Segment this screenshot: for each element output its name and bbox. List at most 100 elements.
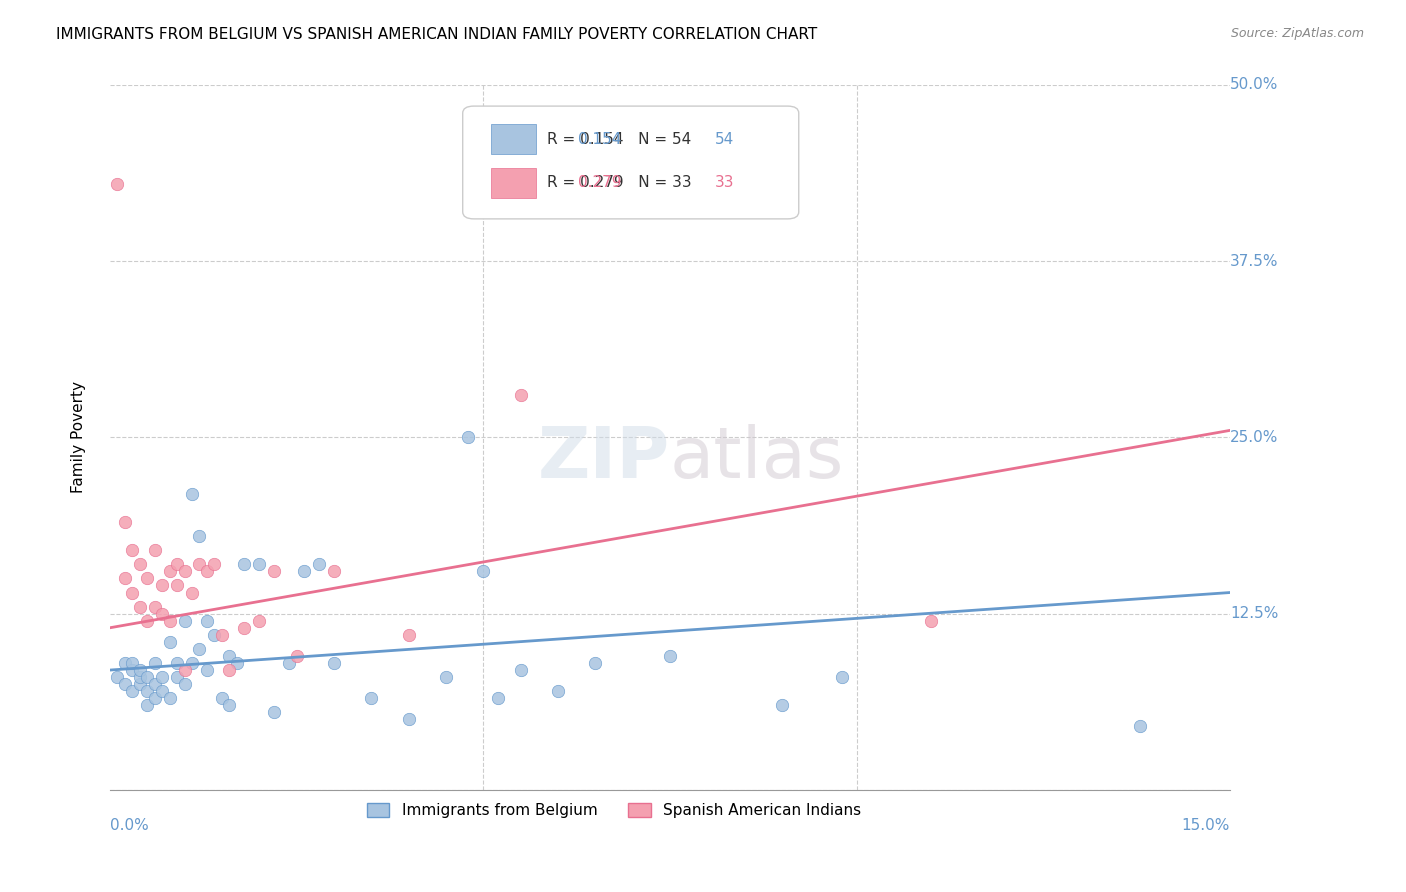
Point [173, 663, 195, 677]
Point [292, 565, 315, 579]
Point [308, 558, 330, 572]
Text: IMMIGRANTS FROM BELGIUM VS SPANISH AMERICAN INDIAN FAMILY POVERTY CORRELATION CH: IMMIGRANTS FROM BELGIUM VS SPANISH AMERI… [56, 27, 817, 42]
Point [166, 578, 188, 592]
Point [202, 558, 225, 572]
Point [150, 684, 173, 698]
Text: 0.0%: 0.0% [110, 818, 149, 833]
Point [457, 430, 479, 444]
Point [247, 558, 270, 572]
Point [278, 656, 301, 670]
Point [128, 663, 150, 677]
Point [114, 515, 136, 529]
Bar [491, 124, 536, 154]
Point [166, 656, 188, 670]
Point [398, 628, 420, 642]
Point [195, 663, 218, 677]
Point [211, 628, 233, 642]
Point [322, 656, 344, 670]
Text: Source: ZipAtlas.com: Source: ZipAtlas.com [1230, 27, 1364, 40]
Point [143, 691, 166, 706]
Text: ZIP: ZIP [537, 424, 669, 493]
Point [136, 670, 159, 684]
Point [173, 614, 195, 628]
Legend: Immigrants from Belgium, Spanish American Indians: Immigrants from Belgium, Spanish America… [360, 797, 868, 824]
Point [143, 599, 166, 614]
Point [472, 565, 495, 579]
Point [398, 713, 420, 727]
Point [218, 698, 240, 713]
Point [225, 656, 247, 670]
Point [105, 177, 128, 191]
Point [114, 571, 136, 585]
Bar [491, 168, 536, 198]
Point [121, 663, 143, 677]
Point [128, 677, 150, 691]
Text: 0.154: 0.154 [578, 132, 621, 146]
Text: 54: 54 [714, 132, 734, 146]
Point [233, 558, 256, 572]
Text: R = 0.154   N = 54: R = 0.154 N = 54 [547, 132, 690, 146]
Point [128, 599, 150, 614]
Point [121, 585, 143, 599]
Point [150, 670, 173, 684]
Point [166, 558, 188, 572]
Point [181, 585, 204, 599]
Text: 15.0%: 15.0% [1181, 818, 1230, 833]
Point [105, 670, 128, 684]
Point [136, 684, 159, 698]
Point [360, 691, 382, 706]
Point [159, 565, 181, 579]
Text: 37.5%: 37.5% [1230, 253, 1278, 268]
Point [218, 663, 240, 677]
Point [263, 706, 285, 720]
Point [770, 698, 793, 713]
Text: 33: 33 [714, 176, 734, 190]
Point [159, 635, 181, 649]
Point [143, 656, 166, 670]
Point [583, 656, 606, 670]
Point [658, 648, 681, 663]
Point [1129, 719, 1152, 733]
Point [188, 641, 211, 656]
Point [486, 691, 509, 706]
Point [920, 614, 942, 628]
Point [285, 648, 308, 663]
Point [150, 578, 173, 592]
Text: atlas: atlas [669, 424, 845, 493]
FancyBboxPatch shape [463, 106, 799, 219]
Point [509, 663, 531, 677]
Point [434, 670, 457, 684]
Point [173, 565, 195, 579]
Point [181, 656, 204, 670]
Point [114, 656, 136, 670]
Point [166, 670, 188, 684]
Point [247, 614, 270, 628]
Point [143, 677, 166, 691]
Point [159, 614, 181, 628]
Text: R = 0.279   N = 33: R = 0.279 N = 33 [547, 176, 692, 190]
Point [322, 565, 344, 579]
Text: 0.279: 0.279 [578, 176, 621, 190]
Point [188, 529, 211, 543]
Text: 25.0%: 25.0% [1230, 430, 1278, 445]
Point [211, 691, 233, 706]
Point [218, 648, 240, 663]
Point [831, 670, 853, 684]
Point [136, 614, 159, 628]
Point [128, 670, 150, 684]
Point [181, 487, 204, 501]
Point [195, 614, 218, 628]
Point [202, 628, 225, 642]
Point [121, 543, 143, 558]
Point [128, 558, 150, 572]
Point [263, 565, 285, 579]
Point [233, 621, 256, 635]
Y-axis label: Family Poverty: Family Poverty [72, 382, 86, 493]
Point [121, 684, 143, 698]
Point [173, 677, 195, 691]
Point [136, 571, 159, 585]
Point [547, 684, 569, 698]
Point [136, 698, 159, 713]
Text: 50.0%: 50.0% [1230, 78, 1278, 93]
Point [509, 388, 531, 402]
